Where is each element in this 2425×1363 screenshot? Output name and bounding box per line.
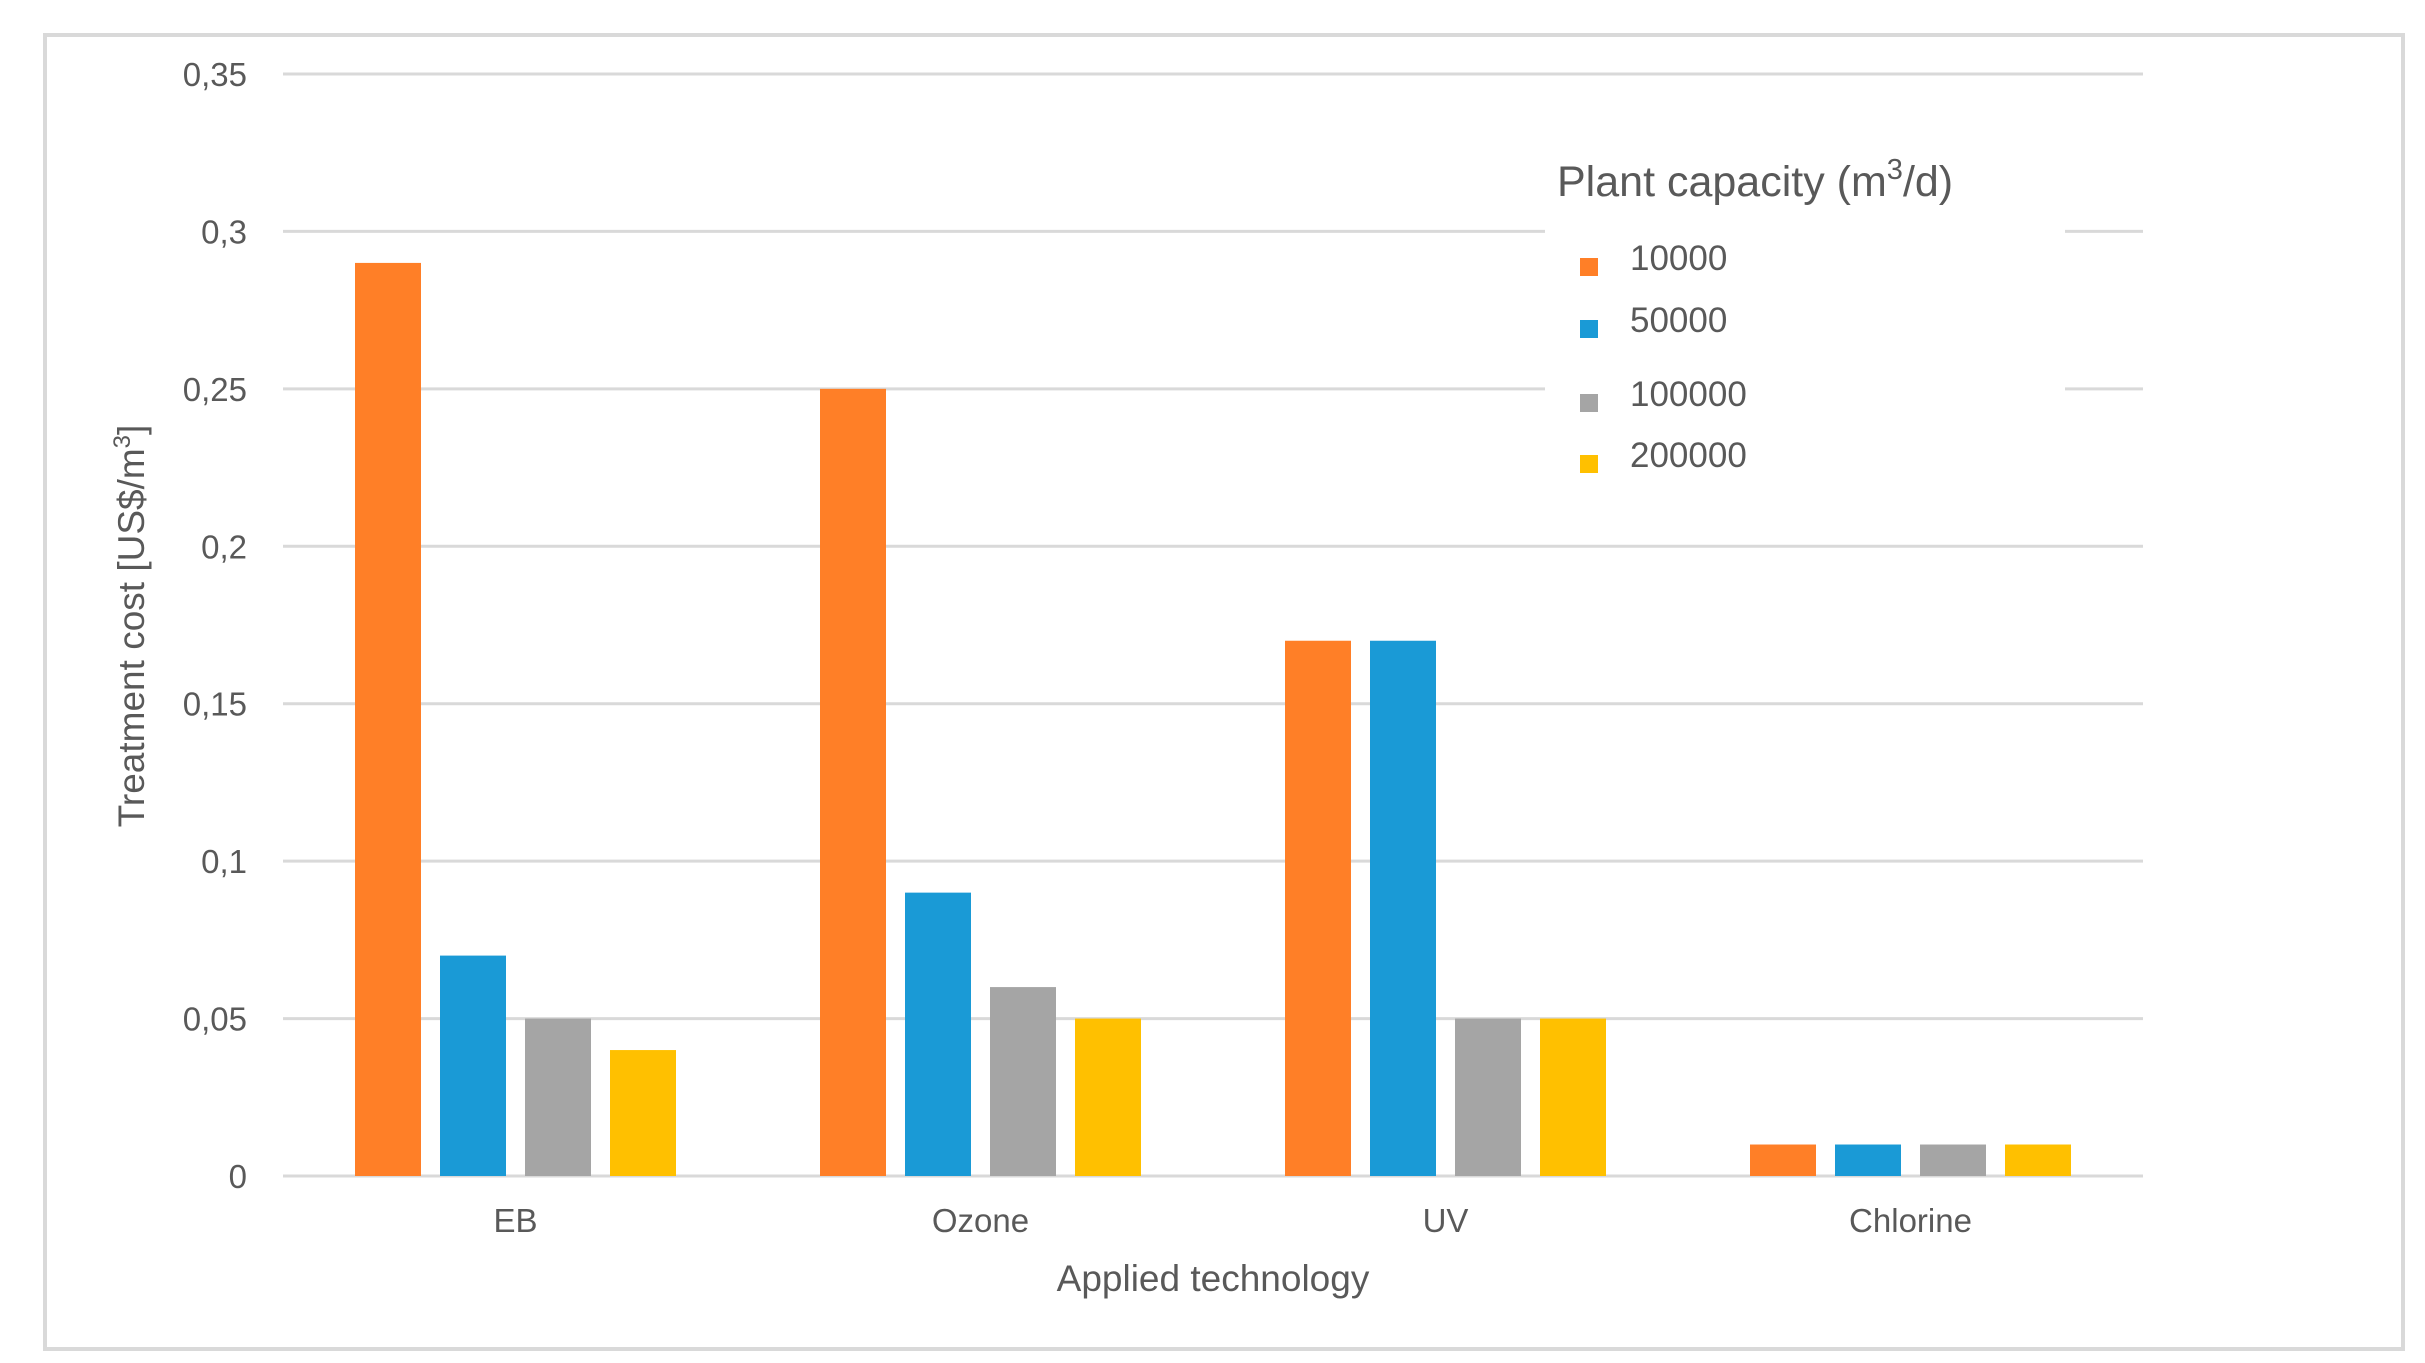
y-tick-label: 0,1	[201, 843, 247, 880]
bar-ozone-200000	[1075, 1018, 1141, 1176]
y-tick-label: 0,2	[201, 528, 247, 565]
bar-eb-200000	[610, 1050, 676, 1176]
bar-uv-10000	[1285, 640, 1351, 1176]
y-axis-title-main: Treatment cost [US$/m	[111, 448, 152, 827]
bar-chlorine-100000	[1920, 1144, 1986, 1176]
legend: Plant capacity (m3/d) 10000 50000 100000 20…	[1545, 152, 2065, 482]
legend-label-10000: 10000	[1630, 239, 1727, 278]
y-tick-label: 0,05	[183, 1001, 247, 1038]
x-tick-label: Chlorine	[1849, 1202, 1972, 1239]
x-axis-title: Applied technology	[1057, 1258, 1370, 1299]
bar-chlorine-50000	[1835, 1144, 1901, 1176]
bar-uv-200000	[1540, 1018, 1606, 1176]
bar-chlorine-10000	[1750, 1144, 1816, 1176]
legend-title-end: /d)	[1903, 158, 1953, 206]
bar-ozone-100000	[990, 987, 1056, 1176]
bar-uv-50000	[1370, 640, 1436, 1176]
x-tick-labels: EB Ozone UV Chlorine	[493, 1202, 1971, 1239]
bar-chlorine-200000	[2005, 1144, 2071, 1176]
y-tick-label: 0	[229, 1158, 247, 1195]
x-tick-label: UV	[1423, 1202, 1469, 1239]
y-tick-label: 0,25	[183, 371, 247, 408]
legend-title-main: Plant capacity (m	[1557, 158, 1887, 206]
y-tick-labels: 0 0,05 0,1 0,15 0,2 0,25 0,3 0,35	[183, 56, 247, 1195]
legend-label-200000: 200000	[1630, 436, 1747, 475]
bar-ozone-50000	[905, 892, 971, 1176]
y-tick-label: 0,35	[183, 56, 247, 93]
legend-swatch-200000	[1580, 455, 1598, 473]
bar-eb-50000	[440, 955, 506, 1176]
legend-items: 10000 50000 100000 200000	[1580, 239, 1747, 475]
y-tick-label: 0,15	[183, 686, 247, 723]
bar-uv-100000	[1455, 1018, 1521, 1176]
legend-swatch-10000	[1580, 258, 1598, 276]
y-axis-title-superscript: 3	[109, 435, 136, 448]
legend-title: Plant capacity (m3/d)	[1557, 154, 1953, 206]
bar-ozone-10000	[820, 388, 886, 1176]
bars	[355, 262, 2071, 1176]
legend-title-superscript: 3	[1887, 154, 1903, 186]
legend-swatch-100000	[1580, 394, 1598, 412]
legend-label-100000: 100000	[1630, 375, 1747, 414]
y-tick-label: 0,3	[201, 213, 247, 250]
bar-eb-100000	[525, 1018, 591, 1176]
x-tick-label: Ozone	[932, 1202, 1029, 1239]
bar-eb-10000	[355, 262, 421, 1176]
y-axis-title-end: ]	[111, 425, 152, 435]
legend-background	[1545, 152, 2065, 482]
x-tick-label: EB	[493, 1202, 537, 1239]
legend-swatch-50000	[1580, 320, 1598, 338]
y-axis-title: Treatment cost [US$/m3]	[109, 425, 152, 828]
legend-label-50000: 50000	[1630, 301, 1727, 340]
